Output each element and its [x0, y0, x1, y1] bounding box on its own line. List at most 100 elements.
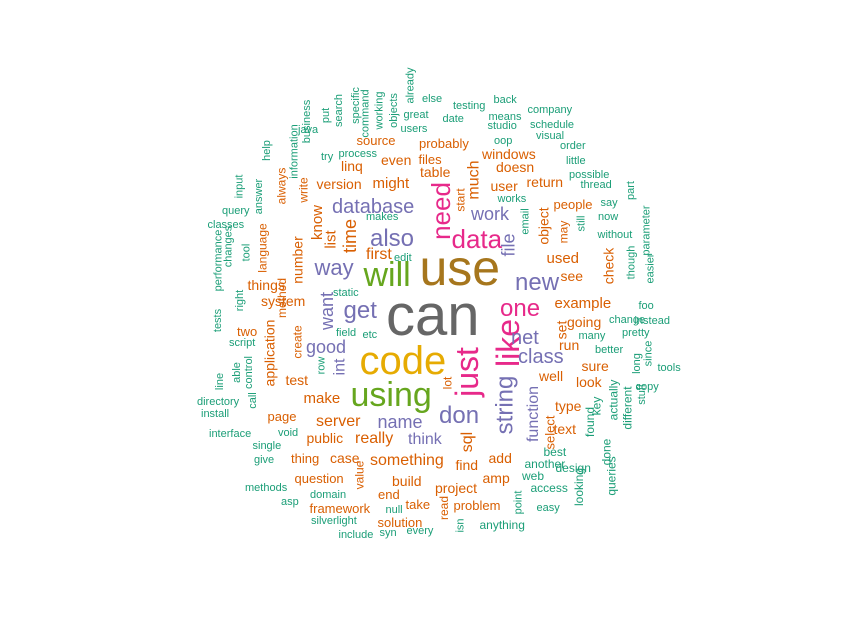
word-classes: classes: [207, 218, 245, 231]
word-lot: lot: [439, 376, 454, 390]
word-going: going: [567, 314, 602, 330]
word-function: function: [525, 385, 543, 443]
word-works: works: [497, 192, 527, 205]
word-thread: thread: [580, 178, 612, 191]
word-look: look: [576, 374, 602, 390]
word-line: line: [213, 372, 226, 390]
word-tools: tools: [657, 361, 681, 374]
word-user: user: [490, 178, 518, 194]
word-server: server: [316, 413, 361, 430]
word-may: may: [555, 220, 570, 244]
word-version: version: [316, 176, 362, 192]
word-means: means: [488, 110, 522, 123]
word-method: method: [275, 277, 290, 319]
word-string: string: [490, 375, 518, 435]
word-include: include: [338, 528, 374, 541]
word-easy: easy: [536, 501, 560, 514]
word-start: start: [453, 188, 468, 212]
word-now: now: [598, 210, 619, 223]
word-can: can: [386, 283, 480, 348]
word-schedule: schedule: [530, 118, 575, 131]
word-great: great: [403, 108, 429, 121]
word-doesn: doesn: [496, 159, 535, 175]
word-find: find: [455, 457, 479, 473]
word-run: run: [559, 337, 580, 353]
word-text: text: [553, 421, 577, 437]
word-many: many: [578, 329, 606, 342]
word-files: files: [418, 151, 442, 167]
word-file: file: [498, 233, 519, 257]
word-input: input: [233, 174, 246, 198]
word-another: another: [524, 457, 566, 471]
word-test: test: [285, 372, 309, 388]
word-interface: interface: [209, 427, 252, 440]
word-get: get: [343, 297, 377, 324]
word-directory: directory: [197, 395, 240, 408]
word-use: use: [419, 240, 501, 296]
word-see: see: [560, 268, 584, 284]
word-row: row: [315, 356, 328, 374]
word-right: right: [233, 289, 246, 311]
word-something: something: [370, 452, 444, 469]
word-looking: looking: [572, 467, 587, 507]
word-single: single: [252, 439, 282, 452]
word-domain: domain: [310, 488, 347, 501]
word-select: select: [542, 415, 558, 449]
word-public: public: [306, 430, 344, 446]
word-new: new: [515, 269, 560, 296]
word-one: one: [500, 295, 541, 322]
word-etc: etc: [362, 328, 378, 341]
word-even: even: [381, 152, 412, 168]
word-application: application: [260, 319, 277, 387]
word-problem: problem: [453, 497, 501, 513]
word-else: else: [422, 92, 443, 105]
word-anything: anything: [479, 518, 525, 532]
word-number: number: [289, 236, 306, 284]
word-changes: changes: [222, 225, 235, 267]
word-syn: syn: [379, 526, 397, 539]
word-little: little: [566, 154, 586, 167]
word-since: since: [642, 340, 655, 366]
word-take: take: [405, 496, 431, 512]
word-already: already: [404, 66, 417, 104]
word-without: without: [597, 228, 633, 241]
word-net: net: [511, 327, 539, 349]
word-every: every: [406, 524, 434, 537]
word-things: things: [247, 277, 285, 293]
word-working: working: [373, 91, 386, 129]
word-class: class: [518, 346, 564, 368]
word-database: database: [332, 196, 415, 218]
word-long: long: [630, 352, 643, 374]
word-return: return: [526, 174, 564, 190]
word-company: company: [527, 103, 573, 116]
word-example: example: [554, 294, 612, 312]
word-source: source: [356, 132, 396, 148]
word-just: just: [448, 347, 485, 397]
word-create: create: [290, 325, 305, 359]
word-framework: framework: [309, 500, 371, 516]
word-read: read: [437, 495, 452, 521]
word-methods: methods: [245, 481, 288, 494]
word-people: people: [553, 196, 593, 212]
word-give: give: [254, 453, 275, 466]
word-need: need: [425, 182, 456, 240]
word-object: object: [535, 207, 552, 245]
word-field: field: [336, 326, 357, 339]
word-change: change: [609, 313, 646, 326]
word-search: search: [332, 93, 345, 127]
word-visual: visual: [536, 129, 565, 142]
word-name: name: [377, 412, 423, 432]
word-system: system: [261, 293, 306, 309]
word-able: able: [230, 361, 243, 383]
word-users: users: [400, 122, 428, 135]
word-script: script: [229, 336, 256, 349]
word-don: don: [439, 402, 480, 429]
word-call: call: [246, 391, 259, 409]
word-command: command: [359, 88, 372, 138]
word-linq: linq: [341, 158, 363, 174]
word-pretty: pretty: [622, 326, 650, 339]
word-good: good: [306, 337, 347, 357]
word-code: code: [359, 339, 447, 383]
word-project: project: [435, 480, 478, 496]
